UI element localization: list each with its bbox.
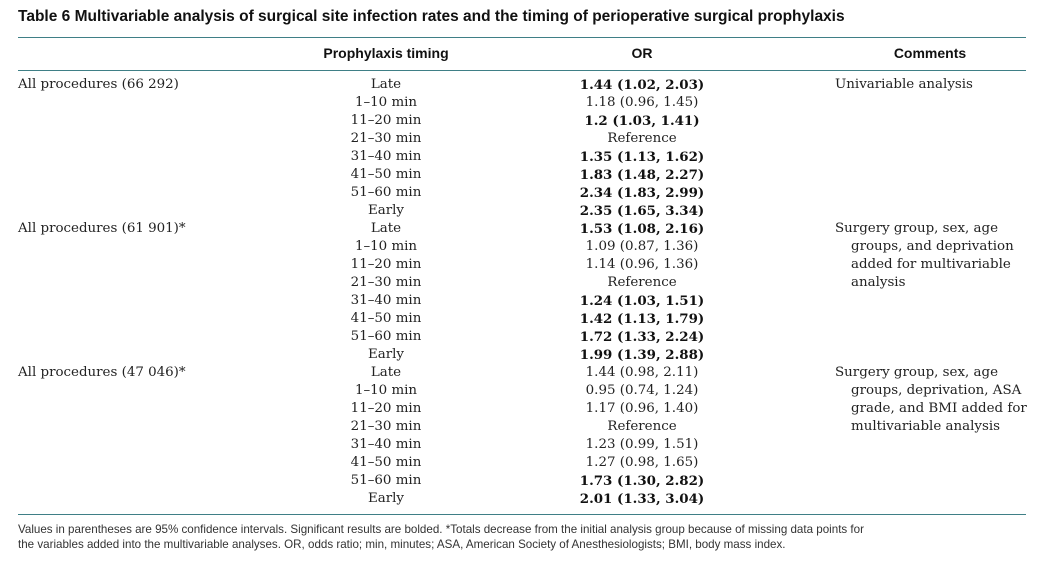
or-cell: 1.24 (1.03, 1.51) xyxy=(579,293,705,309)
timing-cell: 51–60 min xyxy=(350,329,422,344)
or-cell: 1.35 (1.13, 1.62) xyxy=(579,149,705,165)
or-cell: 1.99 (1.39, 2.88) xyxy=(579,347,705,363)
comment-cell: Univariable analysis xyxy=(835,76,1035,94)
or-cell: 1.73 (1.30, 2.82) xyxy=(579,473,705,489)
top-rule xyxy=(18,37,1026,38)
header-comments: Comments xyxy=(893,45,967,61)
comment-line: analysis xyxy=(851,275,906,290)
or-cell: Reference xyxy=(607,275,677,290)
header-or: OR xyxy=(631,45,653,61)
header-prophylaxis-timing: Prophylaxis timing xyxy=(323,45,449,61)
timing-cell: 11–20 min xyxy=(350,401,422,416)
or-cell: 1.18 (0.96, 1.45) xyxy=(585,95,699,110)
timing-cell: 1–10 min xyxy=(354,383,418,398)
timing-cell: Early xyxy=(367,347,405,362)
timing-cell: 41–50 min xyxy=(350,311,422,326)
timing-cell: 31–40 min xyxy=(350,293,422,308)
comment-line: Surgery group, sex, age xyxy=(835,221,999,236)
comment-line: multivariable analysis xyxy=(851,419,1000,434)
timing-cell: 21–30 min xyxy=(350,131,422,146)
timing-cell: 21–30 min xyxy=(350,419,422,434)
timing-cell: 1–10 min xyxy=(354,239,418,254)
or-cell: 2.34 (1.83, 2.99) xyxy=(579,185,705,201)
bottom-rule xyxy=(18,514,1026,515)
or-cell: Reference xyxy=(607,419,677,434)
comment-line: groups, deprivation, ASA xyxy=(851,383,1022,398)
comment-line: added for multivariable xyxy=(851,257,1011,272)
procedure-label: All procedures (61 901)* xyxy=(18,221,186,236)
or-cell: 1.17 (0.96, 1.40) xyxy=(585,401,699,416)
timing-cell: 1–10 min xyxy=(354,95,418,110)
or-cell: 1.27 (0.98, 1.65) xyxy=(585,455,699,470)
timing-cell: 21–30 min xyxy=(350,275,422,290)
header-rule xyxy=(18,70,1026,71)
or-cell: 0.95 (0.74, 1.24) xyxy=(585,383,699,398)
or-cell: 1.23 (0.99, 1.51) xyxy=(585,437,699,452)
or-cell: Reference xyxy=(607,131,677,146)
or-cell: 1.83 (1.48, 2.27) xyxy=(579,167,705,183)
table-footnote: Values in parentheses are 95% confidence… xyxy=(18,522,1033,552)
procedure-label: All procedures (47 046)* xyxy=(18,365,186,380)
comment-line: groups, and deprivation xyxy=(851,239,1014,254)
or-cell: 1.14 (0.96, 1.36) xyxy=(585,257,699,272)
or-cell: 1.09 (0.87, 1.36) xyxy=(585,239,699,254)
timing-cell: Early xyxy=(367,491,405,506)
timing-cell: Late xyxy=(370,365,402,380)
timing-cell: 41–50 min xyxy=(350,167,422,182)
footnote-line: the variables added into the multivariab… xyxy=(18,538,786,551)
timing-cell: Early xyxy=(367,203,405,218)
table-title: Table 6 Multivariable analysis of surgic… xyxy=(18,8,845,25)
or-cell: 2.01 (1.33, 3.04) xyxy=(579,491,705,507)
timing-cell: 31–40 min xyxy=(350,437,422,452)
comment-cell: Surgery group, sex, age groups, and depri… xyxy=(835,220,1035,292)
timing-cell: Late xyxy=(370,77,402,92)
or-cell: 1.2 (1.03, 1.41) xyxy=(584,113,700,129)
timing-cell: 31–40 min xyxy=(350,149,422,164)
timing-cell: 11–20 min xyxy=(350,257,422,272)
or-cell: 2.35 (1.65, 3.34) xyxy=(579,203,705,219)
timing-cell: 11–20 min xyxy=(350,113,422,128)
comment-line: grade, and BMI added for xyxy=(851,401,1027,416)
or-cell: 1.72 (1.33, 2.24) xyxy=(579,329,705,345)
comment-line: Surgery group, sex, age xyxy=(835,365,999,380)
footnote-line: Values in parentheses are 95% confidence… xyxy=(18,523,864,536)
procedure-label: All procedures (66 292) xyxy=(18,77,179,92)
or-cell: 1.44 (1.02, 2.03) xyxy=(579,77,705,93)
timing-cell: 51–60 min xyxy=(350,185,422,200)
timing-cell: Late xyxy=(370,221,402,236)
timing-cell: 41–50 min xyxy=(350,455,422,470)
comment-cell: Surgery group, sex, age groups, deprivati… xyxy=(835,364,1035,436)
or-cell: 1.44 (0.98, 2.11) xyxy=(585,365,699,380)
timing-cell: 51–60 min xyxy=(350,473,422,488)
or-cell: 1.42 (1.13, 1.79) xyxy=(579,311,705,327)
comment-line: Univariable analysis xyxy=(835,77,973,92)
or-cell: 1.53 (1.08, 2.16) xyxy=(579,221,705,237)
